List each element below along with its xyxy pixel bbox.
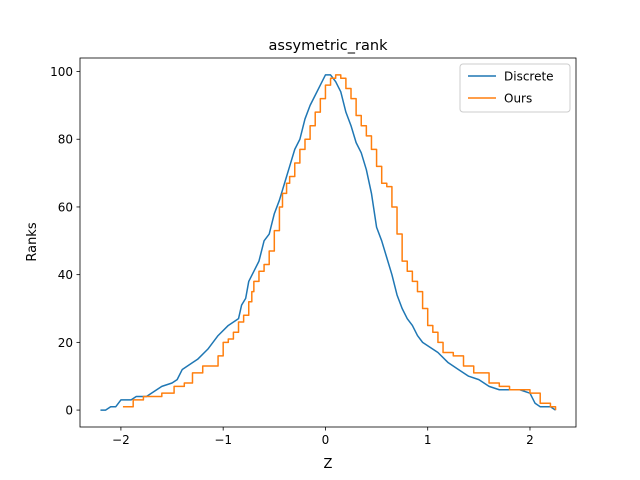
y-axis: 0 20 40 60 80 100 bbox=[50, 65, 80, 418]
legend-label-ours: Ours bbox=[504, 92, 532, 106]
series-line-discrete bbox=[100, 74, 556, 411]
x-tick-label: −2 bbox=[112, 433, 130, 447]
plot-area bbox=[79, 57, 577, 428]
y-tick-label: 100 bbox=[50, 65, 73, 79]
axes-frame bbox=[79, 57, 577, 428]
series-line-ours bbox=[122, 74, 557, 411]
legend: Discrete Ours bbox=[459, 63, 571, 113]
y-tick-label: 60 bbox=[58, 200, 73, 214]
x-tick-label: −1 bbox=[214, 433, 232, 447]
y-tick-label: 20 bbox=[58, 336, 73, 350]
y-tick-label: 40 bbox=[58, 268, 73, 282]
chart-title: assymetric_rank bbox=[269, 38, 389, 54]
x-tick-label: 1 bbox=[424, 433, 432, 447]
x-axis: −2 −1 0 1 2 bbox=[112, 427, 534, 447]
y-axis-label: Ranks bbox=[25, 222, 40, 261]
x-tick-label: 0 bbox=[322, 433, 330, 447]
legend-label-discrete: Discrete bbox=[504, 70, 554, 84]
x-tick-label: 2 bbox=[526, 433, 534, 447]
y-tick-label: 0 bbox=[65, 404, 73, 418]
y-tick-label: 80 bbox=[58, 133, 73, 147]
x-axis-label: Z bbox=[324, 457, 333, 472]
